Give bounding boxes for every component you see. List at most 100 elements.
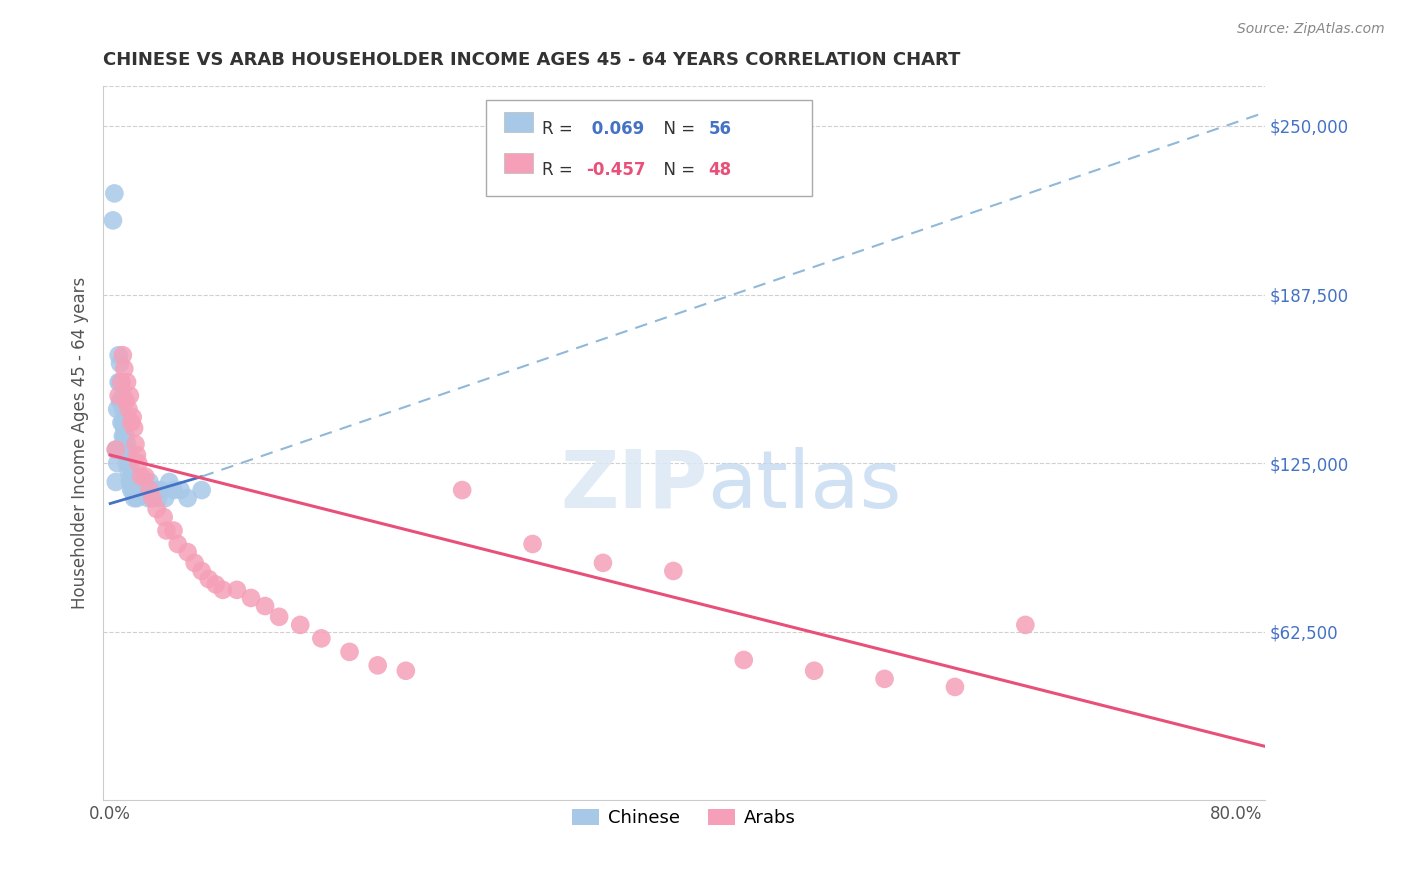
Text: N =: N = xyxy=(652,161,700,178)
Point xyxy=(122,491,145,505)
Point xyxy=(121,475,143,489)
Point xyxy=(110,416,132,430)
Point xyxy=(103,186,125,201)
Point xyxy=(162,524,184,538)
Point xyxy=(131,475,153,489)
Point xyxy=(143,483,166,497)
Point xyxy=(138,475,160,489)
Point xyxy=(117,464,139,478)
Point xyxy=(118,389,141,403)
Point xyxy=(120,483,142,497)
Point xyxy=(117,448,139,462)
Point xyxy=(110,394,132,409)
Point xyxy=(111,389,134,403)
FancyBboxPatch shape xyxy=(486,100,811,196)
Point xyxy=(120,416,142,430)
Point xyxy=(115,437,138,451)
Point xyxy=(115,375,138,389)
Point xyxy=(110,375,132,389)
Point xyxy=(157,475,180,489)
Point xyxy=(943,680,966,694)
Point xyxy=(127,456,149,470)
Y-axis label: Householder Income Ages 45 - 64 years: Householder Income Ages 45 - 64 years xyxy=(72,277,89,609)
Point xyxy=(115,456,138,470)
Point xyxy=(107,389,129,403)
Point xyxy=(225,582,247,597)
Point xyxy=(104,442,127,457)
Text: R =: R = xyxy=(543,161,578,178)
Text: 0.069: 0.069 xyxy=(586,120,644,138)
Point xyxy=(134,483,156,497)
Point xyxy=(112,421,135,435)
Point xyxy=(112,410,135,425)
Point xyxy=(107,375,129,389)
Point xyxy=(124,475,146,489)
Point xyxy=(125,448,148,462)
Point xyxy=(122,480,145,494)
Point xyxy=(111,402,134,417)
Point xyxy=(125,491,148,505)
Point xyxy=(114,394,136,409)
Text: ZIP: ZIP xyxy=(560,447,707,524)
Point xyxy=(873,672,896,686)
Point xyxy=(733,653,755,667)
Point xyxy=(176,491,198,505)
Point xyxy=(395,664,418,678)
Point xyxy=(108,356,131,370)
Text: 48: 48 xyxy=(709,161,731,178)
Point xyxy=(204,577,226,591)
Point xyxy=(108,394,131,409)
Point xyxy=(112,429,135,443)
Point xyxy=(146,491,169,505)
Point xyxy=(141,491,163,505)
Point xyxy=(110,375,132,389)
Point xyxy=(104,475,127,489)
Point xyxy=(114,429,136,443)
Point xyxy=(129,469,152,483)
Point xyxy=(592,556,614,570)
Point xyxy=(522,537,544,551)
Point xyxy=(339,645,361,659)
Point xyxy=(104,442,127,457)
Point xyxy=(138,483,160,497)
Text: R =: R = xyxy=(543,120,578,138)
Legend: Chinese, Arabs: Chinese, Arabs xyxy=(565,801,803,834)
Text: -0.457: -0.457 xyxy=(586,161,645,178)
Point xyxy=(190,564,212,578)
Point xyxy=(136,491,159,505)
Point xyxy=(169,483,191,497)
Point xyxy=(121,483,143,497)
Point xyxy=(176,545,198,559)
Point xyxy=(121,410,143,425)
Point xyxy=(254,599,277,613)
Point xyxy=(190,483,212,497)
Point xyxy=(128,475,150,489)
Point xyxy=(114,448,136,462)
Point xyxy=(118,458,141,473)
Point xyxy=(111,429,134,443)
Point xyxy=(112,361,135,376)
Point xyxy=(290,618,312,632)
Point xyxy=(111,348,134,362)
Point xyxy=(145,502,167,516)
Point xyxy=(141,491,163,505)
Point xyxy=(239,591,262,605)
Point xyxy=(107,348,129,362)
Point xyxy=(105,402,128,417)
Point xyxy=(122,421,145,435)
Text: 56: 56 xyxy=(709,120,731,138)
Text: Source: ZipAtlas.com: Source: ZipAtlas.com xyxy=(1237,22,1385,37)
Point xyxy=(183,556,205,570)
Text: N =: N = xyxy=(652,120,700,138)
Point xyxy=(117,402,139,417)
FancyBboxPatch shape xyxy=(503,153,533,173)
Point xyxy=(662,564,685,578)
Point xyxy=(112,442,135,457)
Point xyxy=(101,213,124,227)
Text: CHINESE VS ARAB HOUSEHOLDER INCOME AGES 45 - 64 YEARS CORRELATION CHART: CHINESE VS ARAB HOUSEHOLDER INCOME AGES … xyxy=(103,51,960,69)
Point xyxy=(269,610,291,624)
Point xyxy=(197,572,219,586)
Point xyxy=(166,537,188,551)
Point xyxy=(162,483,184,497)
Point xyxy=(311,632,333,646)
